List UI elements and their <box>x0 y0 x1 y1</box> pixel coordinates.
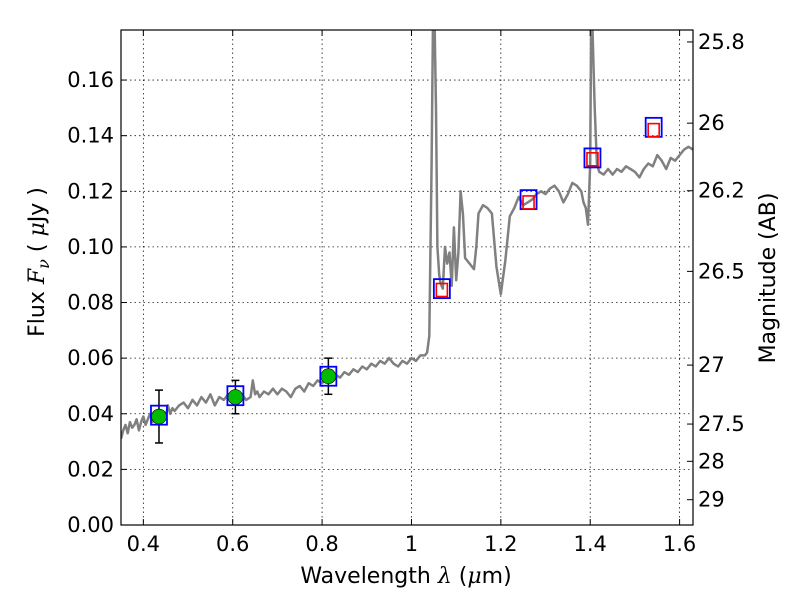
plot-area <box>121 30 693 444</box>
model-photometry-square <box>226 385 245 407</box>
x-tick-label: 1 <box>405 532 418 556</box>
y-tick-label: 0.08 <box>67 291 114 315</box>
x-tick-label: 1.4 <box>574 532 607 556</box>
y2-tick-label: 26 <box>698 111 725 135</box>
x-tick-label: 0.8 <box>305 532 338 556</box>
x-tick-label: 0.6 <box>216 532 249 556</box>
model-photometry-square <box>319 365 338 387</box>
y-tick-label: 0.04 <box>67 402 114 426</box>
plot-frame <box>120 29 694 526</box>
y-tick-label: 0.06 <box>67 346 114 370</box>
model-photometry-square <box>432 278 451 300</box>
y-tick-label: 0.14 <box>67 124 114 148</box>
model-photometry-square <box>583 147 602 169</box>
ir-upper-limit-square <box>435 282 449 298</box>
ir-upper-limit-square <box>522 195 535 210</box>
y-tick-label: 0.00 <box>67 513 114 537</box>
y2-tick-label: 27 <box>698 353 725 377</box>
x-tick-label: 1.6 <box>663 532 696 556</box>
ir-upper-limit-square <box>586 152 599 167</box>
model-sed-line <box>121 30 693 440</box>
model-photometry-square <box>150 404 168 426</box>
y2-tick-label: 26.2 <box>698 179 745 203</box>
x-tick-label: 0.4 <box>127 532 160 556</box>
y2-tick-label: 26.5 <box>698 259 745 283</box>
y2-tick-label: 27.5 <box>698 412 745 436</box>
y-tick-label: 0.16 <box>67 68 114 92</box>
y2-tick-label: 29 <box>698 488 725 512</box>
x-tick-label: 1.2 <box>484 532 517 556</box>
observed-point <box>151 408 167 425</box>
x-axis-label: Wavelength λ (μm) <box>300 564 511 589</box>
grid <box>121 30 693 526</box>
y2-tick-label: 28 <box>698 449 725 473</box>
y2-tick-label: 25.8 <box>698 30 745 54</box>
y-tick-label: 0.02 <box>67 457 114 481</box>
observed-point <box>227 389 244 405</box>
y-tick-label: 0.12 <box>67 179 114 203</box>
y2-axis-label: Magnitude (AB) <box>756 193 781 364</box>
ir-upper-limit-square <box>647 122 660 138</box>
observed-point <box>320 368 337 385</box>
y-axis-label: Flux Fν ( μJy ) <box>25 187 53 337</box>
axes: 0.4 0.6 0.8 1 1.2 1.4 1.6 0.00 0.02 0.04 0.06 0.08 0… <box>67 30 745 556</box>
y-tick-label: 0.10 <box>67 235 114 259</box>
